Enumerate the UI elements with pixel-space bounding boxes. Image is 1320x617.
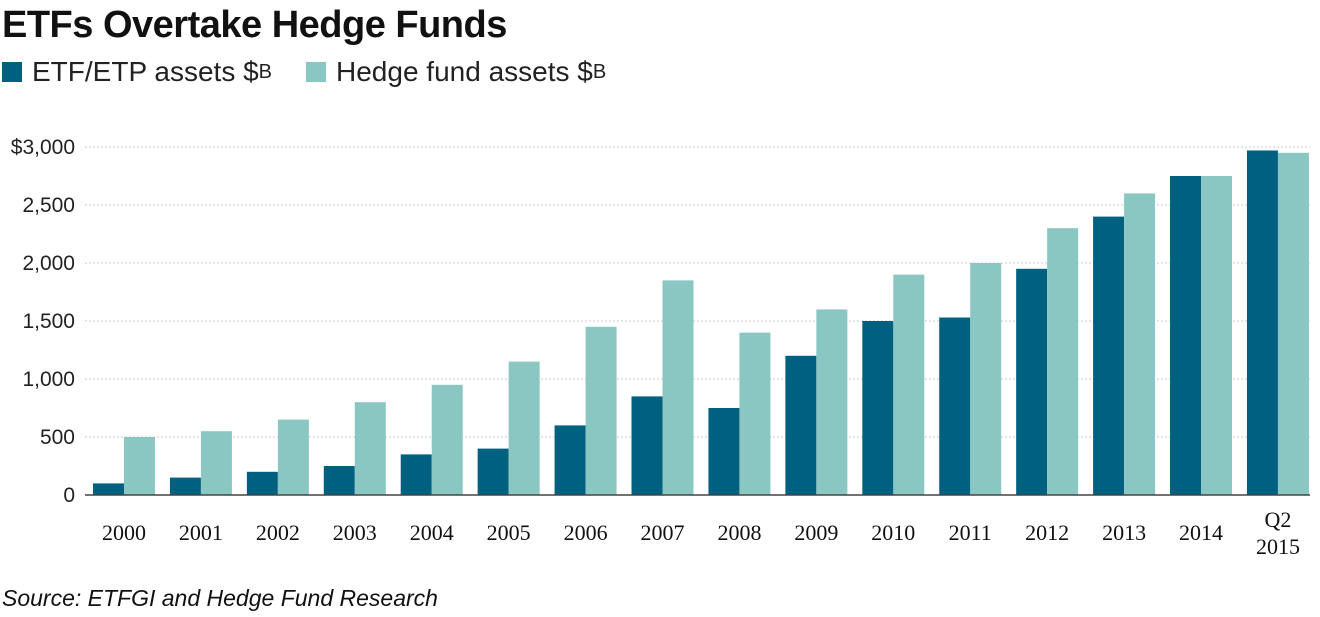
legend-label-etf: ETF/ETP assets $ (32, 56, 259, 87)
bar-hedge-fund (662, 280, 694, 495)
chart-legend: ETF/ETP assets $ B Hedge fund assets $ B (2, 54, 640, 90)
y-tick-label: 2,000 (22, 252, 75, 275)
bar-etf (708, 408, 740, 495)
bar-etf (477, 448, 509, 495)
bar-etf (169, 477, 201, 495)
bar-hedge-fund (970, 263, 1002, 495)
y-tick-label: 1,500 (22, 310, 75, 333)
bar-etf (1016, 268, 1048, 495)
legend-item-etf: ETF/ETP assets $ B (2, 56, 272, 88)
axis-layer: 0 500 1,000 1,500 2,000 2,500 $3,000 2000 2001 20… (11, 136, 1310, 559)
bar-hedge-fund (816, 309, 848, 495)
legend-unit-etf: B (258, 60, 273, 83)
x-tick-label: 2010 (871, 520, 915, 545)
chart-title: ETFs Overtake Hedge Funds (2, 4, 507, 46)
bar-etf (93, 483, 124, 495)
bar-etf (400, 454, 432, 495)
x-tick-label: 2002 (256, 520, 300, 545)
bar-hedge-fund (585, 326, 617, 495)
bar-etf (554, 425, 586, 495)
bar-hedge-fund (277, 419, 309, 495)
bar-hedge-fund (739, 332, 771, 495)
x-tick-label: Q2 2015 (1256, 507, 1300, 559)
y-tick-label: 500 (40, 426, 75, 449)
legend-swatch-hedge-fund (306, 62, 327, 82)
bar-hedge-fund (508, 361, 540, 495)
bar-etf (631, 396, 663, 495)
x-tick-label: 2006 (564, 520, 608, 545)
legend-label-hedge-fund: Hedge fund assets $ (336, 56, 593, 87)
x-tick-label: 2004 (410, 520, 454, 545)
y-tick-label: 1,000 (22, 368, 75, 391)
x-tick-label: 2011 (949, 520, 992, 545)
bar-hedge-fund (124, 437, 155, 495)
x-tick-label: 2014 (1179, 520, 1223, 545)
bar-hedge-fund (1201, 176, 1233, 495)
source-note: Source: ETFGI and Hedge Fund Research (2, 585, 438, 611)
bar-hedge-fund (1277, 152, 1309, 496)
legend-unit-hedge-fund: B (592, 60, 607, 83)
bar-chart: 0 500 1,000 1,500 2,000 2,500 $3,000 2000 2001 20… (11, 136, 1310, 559)
x-tick-label: 2001 (179, 520, 223, 545)
bar-etf (323, 466, 355, 495)
bar-hedge-fund (1047, 228, 1079, 495)
bars-layer (93, 150, 1309, 496)
x-tick-label: 2003 (333, 520, 377, 545)
bar-etf (939, 317, 971, 495)
bar-etf (1246, 150, 1278, 496)
bar-etf (785, 355, 817, 495)
bar-etf (1170, 176, 1202, 495)
y-tick-label: 2,500 (22, 194, 75, 217)
x-tick-label: 2013 (1102, 520, 1146, 545)
bar-etf (246, 471, 278, 495)
bar-etf (862, 321, 894, 495)
bar-hedge-fund (354, 402, 386, 495)
x-tick-label: 2012 (1025, 520, 1069, 545)
legend-item-hedge-fund: Hedge fund assets $ B (306, 56, 606, 88)
bar-etf (1093, 216, 1125, 495)
bar-hedge-fund (200, 431, 232, 495)
bar-hedge-fund (431, 384, 463, 495)
x-tick-label: 2009 (794, 520, 838, 545)
bar-hedge-fund (893, 274, 925, 495)
x-tick-label: 2008 (717, 520, 761, 545)
x-tick-label: 2007 (641, 520, 685, 545)
x-tick-label: 2005 (487, 520, 531, 545)
legend-swatch-etf (2, 62, 22, 82)
y-tick-label: $3,000 (11, 136, 75, 159)
y-tick-label: 0 (63, 484, 75, 507)
bar-hedge-fund (1124, 193, 1156, 495)
x-tick-label: 2000 (102, 520, 146, 545)
